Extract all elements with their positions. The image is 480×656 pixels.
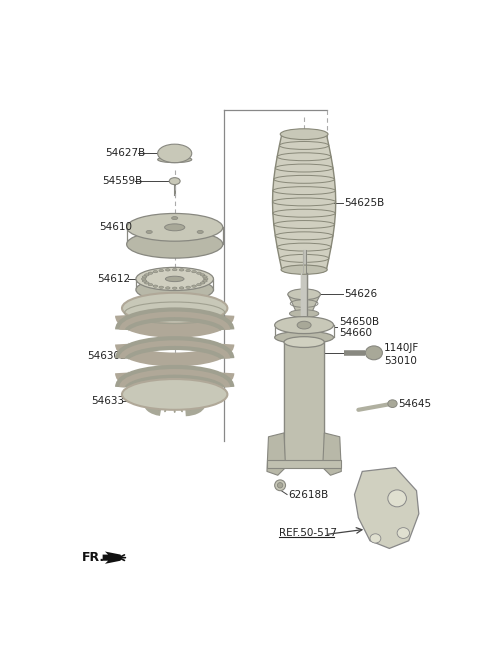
Ellipse shape bbox=[157, 157, 192, 163]
Ellipse shape bbox=[172, 268, 177, 271]
Ellipse shape bbox=[144, 282, 149, 284]
Ellipse shape bbox=[169, 178, 180, 184]
Ellipse shape bbox=[179, 269, 184, 271]
Ellipse shape bbox=[148, 283, 153, 286]
Ellipse shape bbox=[148, 272, 153, 274]
Ellipse shape bbox=[365, 346, 383, 359]
Ellipse shape bbox=[203, 276, 207, 278]
Text: 54626: 54626 bbox=[345, 289, 378, 299]
Ellipse shape bbox=[183, 395, 185, 398]
Ellipse shape bbox=[172, 287, 177, 289]
Ellipse shape bbox=[370, 534, 381, 543]
Ellipse shape bbox=[146, 230, 152, 234]
Ellipse shape bbox=[142, 280, 147, 282]
Text: REF.50-517: REF.50-517 bbox=[278, 528, 336, 538]
Ellipse shape bbox=[142, 277, 146, 280]
Ellipse shape bbox=[164, 409, 166, 412]
Ellipse shape bbox=[156, 405, 159, 407]
Ellipse shape bbox=[388, 490, 407, 507]
Ellipse shape bbox=[159, 270, 164, 272]
Ellipse shape bbox=[288, 289, 321, 300]
Text: 53010: 53010 bbox=[384, 356, 417, 365]
Text: 1140JF: 1140JF bbox=[384, 343, 419, 353]
Ellipse shape bbox=[174, 410, 176, 413]
Ellipse shape bbox=[150, 400, 153, 401]
Ellipse shape bbox=[192, 285, 196, 287]
Ellipse shape bbox=[142, 276, 147, 278]
Polygon shape bbox=[103, 552, 122, 564]
Ellipse shape bbox=[195, 403, 198, 405]
Ellipse shape bbox=[158, 397, 161, 400]
Ellipse shape bbox=[289, 310, 319, 318]
Polygon shape bbox=[288, 295, 321, 314]
Text: 54627B: 54627B bbox=[105, 148, 145, 158]
Text: FR.: FR. bbox=[82, 551, 105, 564]
Ellipse shape bbox=[284, 337, 324, 348]
Ellipse shape bbox=[388, 400, 397, 407]
Ellipse shape bbox=[275, 331, 334, 344]
Ellipse shape bbox=[197, 272, 201, 274]
Ellipse shape bbox=[189, 397, 192, 400]
Ellipse shape bbox=[122, 293, 228, 323]
Ellipse shape bbox=[186, 286, 191, 289]
Ellipse shape bbox=[179, 287, 184, 289]
Text: 54612: 54612 bbox=[97, 274, 131, 284]
Ellipse shape bbox=[203, 280, 207, 282]
Text: 54660: 54660 bbox=[339, 328, 372, 338]
Ellipse shape bbox=[127, 230, 223, 258]
Ellipse shape bbox=[200, 282, 205, 284]
Ellipse shape bbox=[181, 409, 183, 412]
Text: 54610: 54610 bbox=[99, 222, 132, 232]
Ellipse shape bbox=[277, 483, 283, 488]
Ellipse shape bbox=[122, 379, 228, 410]
Ellipse shape bbox=[186, 270, 191, 272]
Ellipse shape bbox=[204, 277, 208, 280]
Ellipse shape bbox=[275, 317, 334, 334]
Ellipse shape bbox=[166, 269, 170, 271]
Ellipse shape bbox=[197, 283, 201, 286]
Ellipse shape bbox=[153, 285, 158, 287]
Text: 54633: 54633 bbox=[91, 396, 124, 405]
Polygon shape bbox=[273, 134, 336, 270]
Ellipse shape bbox=[174, 394, 176, 398]
Ellipse shape bbox=[167, 395, 168, 398]
Polygon shape bbox=[355, 468, 419, 548]
Ellipse shape bbox=[397, 527, 409, 539]
Ellipse shape bbox=[196, 405, 199, 407]
Ellipse shape bbox=[158, 408, 161, 411]
Polygon shape bbox=[267, 433, 286, 475]
Ellipse shape bbox=[157, 144, 192, 163]
Text: 54630S: 54630S bbox=[87, 351, 127, 361]
Ellipse shape bbox=[136, 268, 214, 291]
Text: 54650B: 54650B bbox=[339, 317, 379, 327]
Ellipse shape bbox=[191, 400, 193, 401]
Ellipse shape bbox=[297, 321, 311, 329]
Text: 54625B: 54625B bbox=[345, 199, 384, 209]
Text: 54645: 54645 bbox=[399, 399, 432, 409]
Text: 54559B: 54559B bbox=[103, 176, 143, 186]
Ellipse shape bbox=[165, 224, 185, 231]
Polygon shape bbox=[323, 433, 341, 475]
Ellipse shape bbox=[172, 216, 178, 220]
Ellipse shape bbox=[192, 270, 196, 273]
Ellipse shape bbox=[159, 286, 164, 289]
Ellipse shape bbox=[275, 480, 286, 491]
Ellipse shape bbox=[281, 265, 327, 274]
Ellipse shape bbox=[197, 230, 204, 234]
Ellipse shape bbox=[152, 403, 155, 405]
Polygon shape bbox=[267, 460, 341, 468]
Ellipse shape bbox=[280, 129, 328, 140]
Ellipse shape bbox=[189, 408, 192, 411]
Ellipse shape bbox=[153, 270, 158, 273]
Ellipse shape bbox=[136, 278, 214, 301]
Text: 62618B: 62618B bbox=[288, 489, 328, 499]
Ellipse shape bbox=[200, 274, 205, 276]
Ellipse shape bbox=[127, 213, 223, 241]
Ellipse shape bbox=[144, 274, 149, 276]
Ellipse shape bbox=[166, 276, 184, 281]
Ellipse shape bbox=[166, 287, 170, 289]
